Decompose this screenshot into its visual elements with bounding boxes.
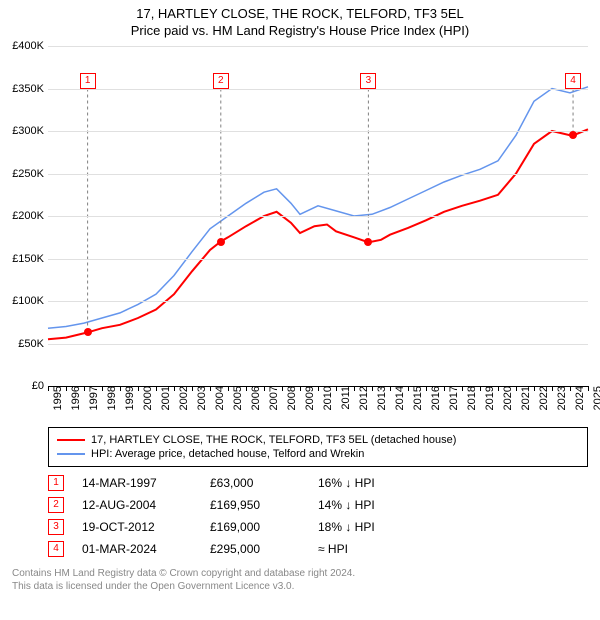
x-axis-label: 2021 xyxy=(516,386,532,410)
x-axis-label: 2001 xyxy=(156,386,172,410)
footer-license: This data is licensed under the Open Gov… xyxy=(12,580,588,593)
x-axis-label: 2017 xyxy=(444,386,460,410)
sale-price: £169,950 xyxy=(210,498,300,512)
x-axis-label: 2005 xyxy=(228,386,244,410)
sale-index-box: 4 xyxy=(48,541,64,557)
x-axis-label: 2014 xyxy=(390,386,406,410)
legend-item-hpi: HPI: Average price, detached house, Telf… xyxy=(57,448,579,460)
x-axis-label: 2006 xyxy=(246,386,262,410)
chart-title-address: 17, HARTLEY CLOSE, THE ROCK, TELFORD, TF… xyxy=(0,6,600,21)
legend-swatch xyxy=(57,439,85,441)
y-axis-label: £400K xyxy=(12,40,48,52)
y-axis-label: £200K xyxy=(12,210,48,222)
sale-hpi-relation: ≈ HPI xyxy=(318,542,348,556)
sale-marker-2: 2 xyxy=(213,73,229,89)
x-axis-label: 2008 xyxy=(282,386,298,410)
sale-marker-4: 4 xyxy=(565,73,581,89)
y-axis-label: £150K xyxy=(12,253,48,265)
sale-dot xyxy=(217,238,225,246)
sale-marker-1: 1 xyxy=(80,73,96,89)
sale-dot xyxy=(84,328,92,336)
sale-hpi-relation: 16% ↓ HPI xyxy=(318,476,375,490)
x-axis-label: 2024 xyxy=(570,386,586,410)
sale-price: £63,000 xyxy=(210,476,300,490)
sale-dot xyxy=(569,131,577,139)
x-axis-label: 2003 xyxy=(192,386,208,410)
chart-container: 17, HARTLEY CLOSE, THE ROCK, TELFORD, TF… xyxy=(0,0,600,593)
x-axis-label: 2012 xyxy=(354,386,370,410)
legend-swatch xyxy=(57,453,85,455)
sale-price: £295,000 xyxy=(210,542,300,556)
x-axis-label: 1996 xyxy=(66,386,82,410)
x-axis-label: 1999 xyxy=(120,386,136,410)
legend-item-price-paid: 17, HARTLEY CLOSE, THE ROCK, TELFORD, TF… xyxy=(57,434,579,446)
y-axis-label: £350K xyxy=(12,83,48,95)
legend: 17, HARTLEY CLOSE, THE ROCK, TELFORD, TF… xyxy=(48,427,588,467)
title-block: 17, HARTLEY CLOSE, THE ROCK, TELFORD, TF… xyxy=(0,0,600,38)
x-axis-label: 2000 xyxy=(138,386,154,410)
x-axis-label: 2010 xyxy=(318,386,334,410)
x-axis-label: 2011 xyxy=(336,386,352,410)
sale-index-box: 3 xyxy=(48,519,64,535)
sales-row: 3 19-OCT-2012 £169,000 18% ↓ HPI xyxy=(48,519,588,535)
x-axis-label: 2016 xyxy=(426,386,442,410)
sale-index-box: 2 xyxy=(48,497,64,513)
x-axis-label: 2002 xyxy=(174,386,190,410)
x-axis-label: 2013 xyxy=(372,386,388,410)
sale-date: 14-MAR-1997 xyxy=(82,476,192,490)
sale-date: 12-AUG-2004 xyxy=(82,498,192,512)
x-axis-label: 2025 xyxy=(588,386,600,410)
sales-row: 4 01-MAR-2024 £295,000 ≈ HPI xyxy=(48,541,588,557)
sales-row: 2 12-AUG-2004 £169,950 14% ↓ HPI xyxy=(48,497,588,513)
x-axis-label: 1997 xyxy=(84,386,100,410)
sales-row: 1 14-MAR-1997 £63,000 16% ↓ HPI xyxy=(48,475,588,491)
y-axis-label: £0 xyxy=(32,380,48,392)
x-axis-label: 2020 xyxy=(498,386,514,410)
sale-hpi-relation: 18% ↓ HPI xyxy=(318,520,375,534)
y-axis-label: £250K xyxy=(12,168,48,180)
y-axis-label: £50K xyxy=(18,338,48,350)
legend-label: 17, HARTLEY CLOSE, THE ROCK, TELFORD, TF… xyxy=(91,434,456,446)
y-axis-label: £100K xyxy=(12,295,48,307)
x-axis-label: 2007 xyxy=(264,386,280,410)
x-axis-label: 2023 xyxy=(552,386,568,410)
sales-table: 1 14-MAR-1997 £63,000 16% ↓ HPI 2 12-AUG-2004… xyxy=(48,475,588,557)
x-axis-label: 2019 xyxy=(480,386,496,410)
sale-date: 01-MAR-2024 xyxy=(82,542,192,556)
chart-subtitle: Price paid vs. HM Land Registry's House … xyxy=(0,23,600,38)
x-axis-label: 2015 xyxy=(408,386,424,410)
sale-date: 19-OCT-2012 xyxy=(82,520,192,534)
sale-price: £169,000 xyxy=(210,520,300,534)
legend-label: HPI: Average price, detached house, Telf… xyxy=(91,448,364,460)
footer: Contains HM Land Registry data © Crown c… xyxy=(12,567,588,593)
x-axis-label: 1998 xyxy=(102,386,118,410)
sale-hpi-relation: 14% ↓ HPI xyxy=(318,498,375,512)
sale-index-box: 1 xyxy=(48,475,64,491)
x-axis-label: 2018 xyxy=(462,386,478,410)
footer-copyright: Contains HM Land Registry data © Crown c… xyxy=(12,567,588,580)
sale-dot xyxy=(364,238,372,246)
y-axis-label: £300K xyxy=(12,125,48,137)
x-axis-label: 2009 xyxy=(300,386,316,410)
x-axis-label: 2022 xyxy=(534,386,550,410)
x-axis-label: 2004 xyxy=(210,386,226,410)
sale-marker-3: 3 xyxy=(360,73,376,89)
x-axis-label: 1995 xyxy=(48,386,64,410)
plot-area: £0£50K£100K£150K£200K£250K£300K£350K£400… xyxy=(48,46,588,387)
